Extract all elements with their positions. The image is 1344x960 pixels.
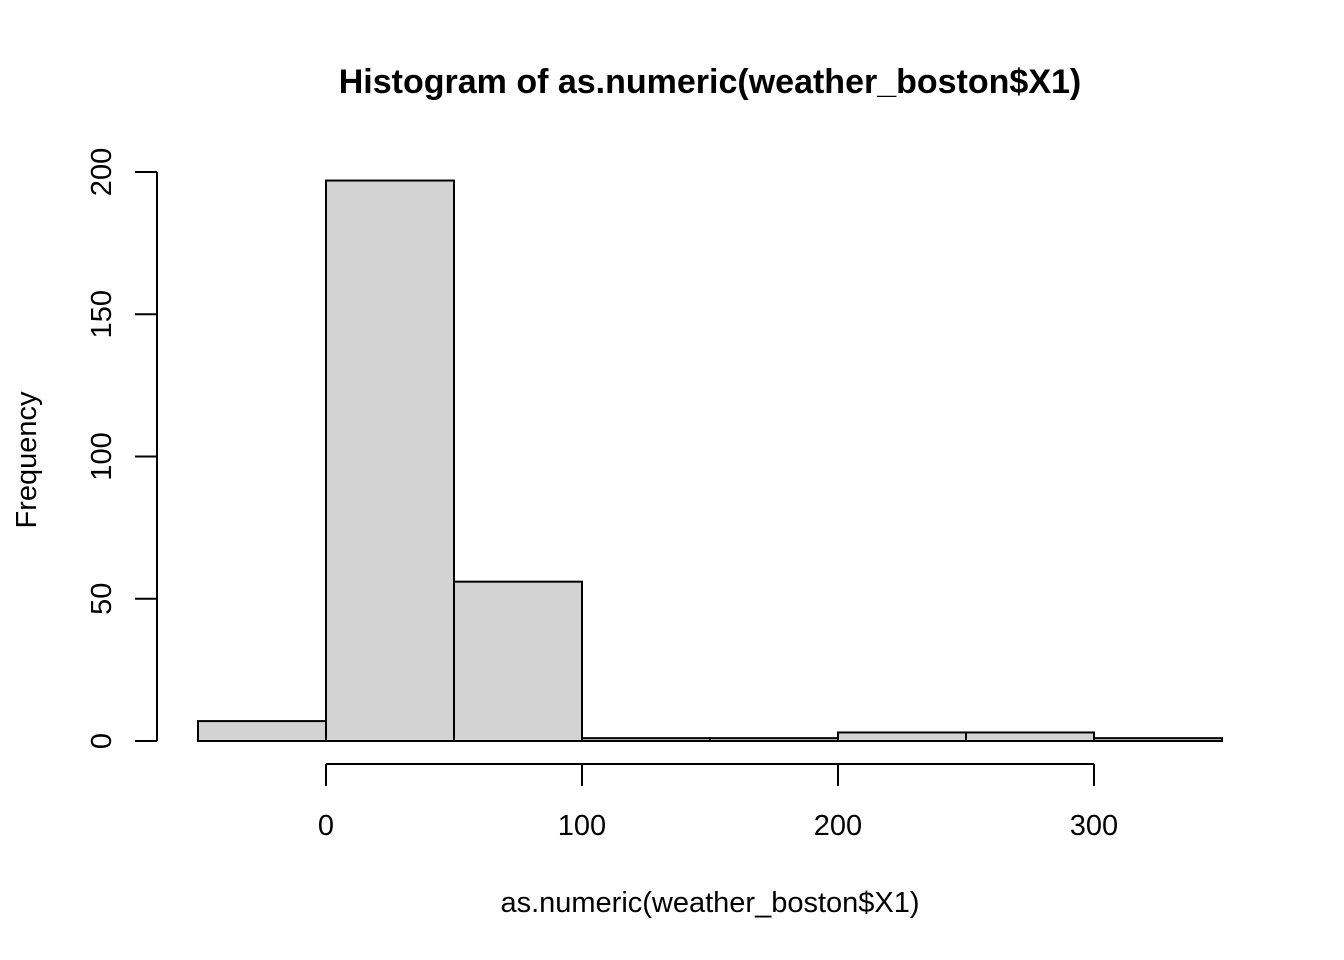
- x-tick-label: 300: [1070, 810, 1118, 842]
- histogram-bar: [709, 737, 839, 743]
- histogram-bar: [1093, 737, 1223, 743]
- x-axis-label: as.numeric(weather_boston$X1): [500, 887, 919, 919]
- y-tick-label: 50: [86, 583, 118, 615]
- histogram-bar: [581, 737, 711, 743]
- y-tick-label: 150: [86, 290, 118, 338]
- histogram-bar: [197, 720, 327, 743]
- y-tick-label: 0: [86, 733, 118, 749]
- x-tick-label: 0: [318, 810, 334, 842]
- chart-title: Histogram of as.numeric(weather_boston$X…: [339, 63, 1082, 101]
- y-tick-label: 200: [86, 148, 118, 196]
- histogram-bar: [965, 731, 1095, 743]
- x-tick-label: 100: [558, 810, 606, 842]
- histogram-bars: [197, 179, 1223, 743]
- y-axis-label: Frequency: [11, 391, 43, 529]
- histogram-bar: [325, 179, 455, 743]
- y-axis: 0 50 100 150 200: [86, 148, 158, 749]
- x-tick-label: 200: [814, 810, 862, 842]
- x-axis: 0 100 200 300: [318, 763, 1118, 842]
- y-tick-label: 100: [86, 432, 118, 480]
- histogram-bar: [453, 580, 583, 742]
- histogram-bar: [837, 731, 967, 743]
